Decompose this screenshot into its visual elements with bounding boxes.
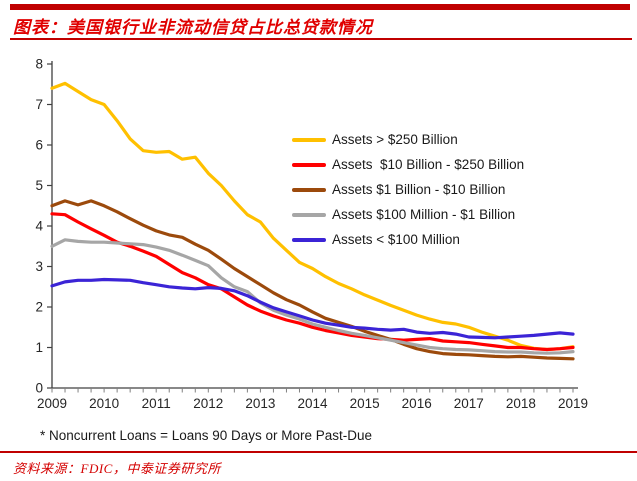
legend-swatch-icon (292, 237, 326, 242)
x-tick-label: 2012 (193, 396, 223, 411)
legend-swatch-icon (292, 162, 326, 167)
title-divider-line (10, 38, 632, 40)
chart-area: 0 1 2 3 4 5 6 7 8 2009 2010 2011 2012 2013 2014 2015 201… (0, 55, 637, 415)
x-tick-label: 2015 (350, 396, 380, 411)
series-line-1 (50, 212, 575, 352)
legend-swatch-icon (292, 187, 326, 192)
legend-label: Assets $10 Billion - $250 Billion (332, 157, 525, 172)
chart-legend: Assets > $250 Billion Assets $10 Billion … (292, 127, 524, 252)
x-tick-label: 2019 (558, 396, 588, 411)
legend-label: Assets $100 Million - $1 Billion (332, 207, 516, 222)
y-tick-label: 4 (35, 219, 43, 234)
legend-item: Assets $100 Million - $1 Billion (292, 202, 524, 227)
chart-title: 图表：美国银行业非流动信贷占比总贷款情况 (13, 18, 373, 37)
y-tick-label: 0 (35, 381, 43, 396)
legend-swatch-icon (292, 137, 326, 142)
series-line-3 (50, 238, 575, 355)
legend-label: Assets > $250 Billion (332, 132, 458, 147)
series-line-0 (50, 81, 575, 352)
x-tick-label: 2013 (245, 396, 275, 411)
legend-label: Assets < $100 Million (332, 232, 460, 247)
x-tick-label: 2017 (454, 396, 484, 411)
y-tick-label: 3 (35, 259, 43, 274)
y-tick-label: 5 (35, 178, 43, 193)
series-line-2 (50, 199, 575, 361)
legend-item: Assets < $100 Million (292, 227, 524, 252)
source-divider-line (0, 451, 637, 453)
y-tick-label: 1 (35, 340, 43, 355)
x-tick-label: 2010 (89, 396, 119, 411)
legend-swatch-icon (292, 212, 326, 217)
y-tick-label: 8 (35, 57, 43, 72)
x-tick-label: 2009 (37, 396, 67, 411)
source-note: 资料来源：FDIC，中泰证券研究所 (13, 461, 221, 476)
x-tick-label: 2014 (297, 396, 328, 411)
legend-item: Assets $1 Billion - $10 Billion (292, 177, 524, 202)
line-chart: 0 1 2 3 4 5 6 7 8 2009 2010 2011 2012 2013 2014 2015 201… (35, 57, 588, 412)
y-tick-label: 2 (35, 300, 43, 315)
legend-label: Assets $1 Billion - $10 Billion (332, 182, 506, 197)
top-red-bar (10, 4, 630, 10)
legend-item: Assets $10 Billion - $250 Billion (292, 152, 524, 177)
x-tick-label: 2011 (142, 396, 171, 411)
y-tick-label: 6 (35, 138, 43, 153)
x-tick-label: 2018 (506, 396, 536, 411)
series-line-4 (50, 277, 575, 340)
x-tick-label: 2016 (402, 396, 432, 411)
legend-item: Assets > $250 Billion (292, 127, 524, 152)
y-tick-label: 7 (35, 97, 43, 112)
chart-footnote: * Noncurrent Loans = Loans 90 Days or Mo… (40, 428, 373, 443)
